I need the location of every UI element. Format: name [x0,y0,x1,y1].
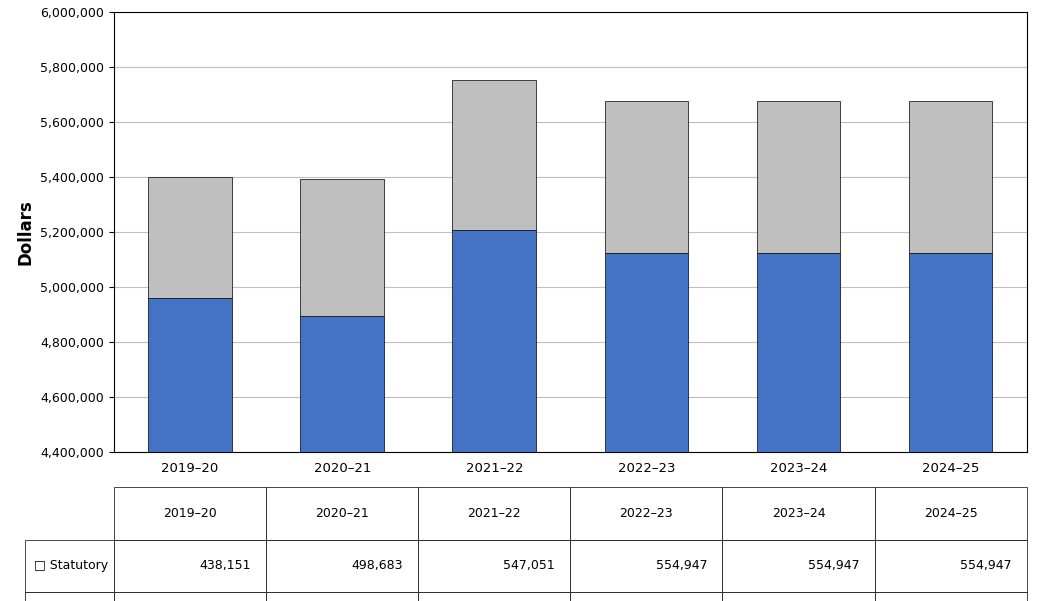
Bar [605,254,689,601]
Bar [908,101,992,254]
Bar [452,80,536,230]
Bar [605,101,689,254]
Bar [301,316,384,601]
Bar [452,230,536,601]
Bar [757,101,840,254]
Bar [908,254,992,601]
Bar [148,177,232,297]
Bar [148,297,232,601]
Bar [301,179,384,316]
Y-axis label: Dollars: Dollars [17,199,35,264]
Bar [757,254,840,601]
